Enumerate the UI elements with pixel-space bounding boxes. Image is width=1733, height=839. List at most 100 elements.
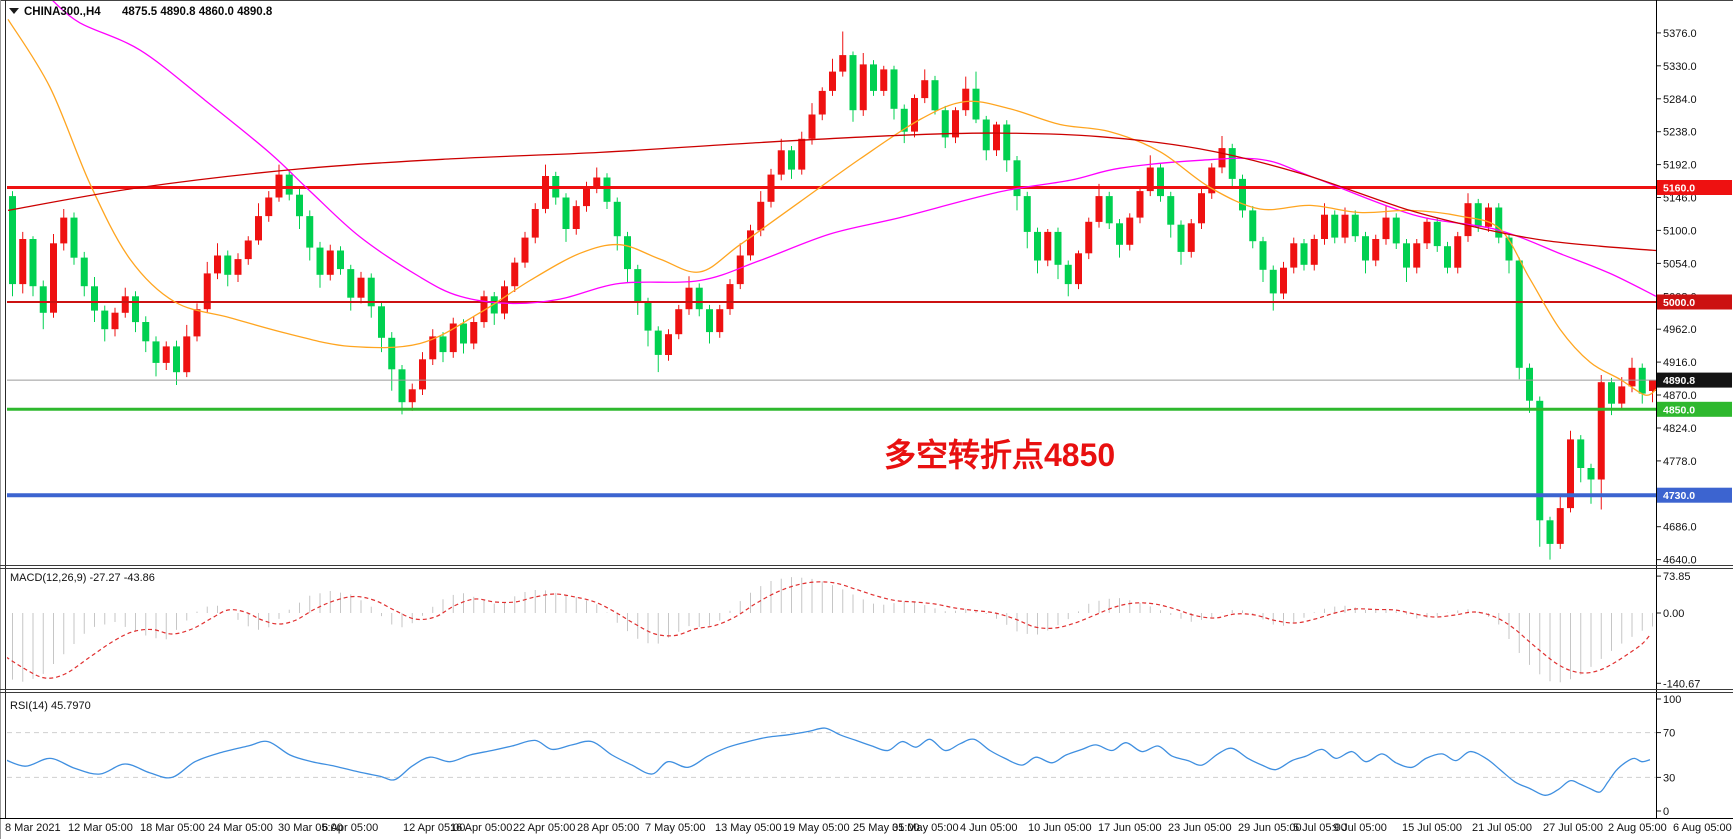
bull-candle xyxy=(1126,217,1134,245)
time-axis-label: 16 Apr 05:00 xyxy=(450,822,512,834)
time-axis-label: 30 Mar 05:00 xyxy=(278,822,343,834)
bear-candle xyxy=(306,216,314,248)
bear-candle xyxy=(1331,214,1339,238)
bear-candle xyxy=(1505,237,1513,261)
bear-candle xyxy=(1536,400,1544,521)
bull-candle xyxy=(583,187,590,207)
price-tick-label: 5330.0 xyxy=(1663,61,1697,73)
rsi-tick-label: 100 xyxy=(1663,694,1681,706)
bull-candle xyxy=(203,273,211,310)
macd-pane-chart[interactable] xyxy=(0,577,1653,683)
bull-candle xyxy=(162,346,170,363)
bear-candle xyxy=(1392,217,1400,244)
price-badge xyxy=(1657,401,1732,417)
bear-candle xyxy=(1239,178,1246,211)
bear-candle xyxy=(931,80,939,111)
bear-candle xyxy=(1608,382,1615,404)
bear-candle xyxy=(624,236,631,270)
bear-candle xyxy=(870,64,877,91)
bear-candle xyxy=(1300,243,1308,265)
time-axis-label: 15 Jul 05:00 xyxy=(1402,822,1462,834)
rsi-pane-chart[interactable] xyxy=(0,727,1656,796)
bull-candle xyxy=(1567,439,1574,509)
price-tick-label: 4916.0 xyxy=(1663,357,1697,369)
time-axis-label: 17 Jun 05:00 xyxy=(1098,822,1162,834)
time-axis-label: 5 Jul 05:00 xyxy=(1293,822,1347,834)
bull-candle xyxy=(1075,253,1082,285)
time-axis-label: 2 Aug 05:00 xyxy=(1608,822,1667,834)
bear-candle xyxy=(941,110,949,138)
time-axis-label: 6 Apr 05:00 xyxy=(322,822,378,834)
bear-candle xyxy=(972,88,980,120)
bear-candle xyxy=(634,269,642,302)
bull-candle xyxy=(60,217,68,244)
bear-candle xyxy=(1054,231,1062,265)
macd-indicator-label: MACD(12,26,9) -27.27 -43.86 xyxy=(10,572,155,584)
bear-candle xyxy=(695,287,703,310)
price-badge-label: 4730.0 xyxy=(1663,490,1695,502)
bull-candle xyxy=(1290,243,1298,268)
rsi-tick-label: 70 xyxy=(1663,728,1675,740)
bear-candle xyxy=(490,296,498,314)
bull-candle xyxy=(777,150,785,175)
bull-candle xyxy=(808,114,816,139)
bull-candle xyxy=(798,138,806,170)
bull-candle xyxy=(193,309,201,337)
price-tick-label: 4870.0 xyxy=(1663,390,1697,402)
bull-candle xyxy=(19,239,27,285)
bull-candle xyxy=(1280,267,1287,294)
bear-candle xyxy=(347,269,355,298)
bear-candle xyxy=(29,239,37,287)
bull-candle xyxy=(880,69,888,91)
bear-candle xyxy=(1116,223,1123,245)
bull-candle xyxy=(1208,167,1216,194)
bear-candle xyxy=(1249,210,1257,242)
bull-candle xyxy=(962,88,970,111)
price-axis-background xyxy=(1657,0,1733,839)
price-badge-label: 5000.0 xyxy=(1663,297,1695,309)
bull-candle xyxy=(1454,236,1462,268)
bull-candle xyxy=(111,312,119,330)
bear-candle xyxy=(603,177,611,202)
bull-candle xyxy=(480,296,488,323)
bear-candle xyxy=(1157,167,1164,197)
bear-candle xyxy=(316,247,324,275)
macd-tick-label: 0.00 xyxy=(1663,608,1684,620)
bear-candle xyxy=(613,201,621,237)
price-tick-label: 5100.0 xyxy=(1663,225,1697,237)
time-axis-label: 23 Jun 05:00 xyxy=(1168,822,1232,834)
bear-candle xyxy=(1167,196,1175,225)
macd-tick-label: 73.85 xyxy=(1663,571,1691,583)
rsi-line xyxy=(7,727,1651,796)
bull-candle xyxy=(736,255,744,285)
symbol-dropdown-icon[interactable] xyxy=(9,8,19,14)
bull-candle xyxy=(326,250,334,275)
bear-candle xyxy=(91,286,98,311)
bull-candle xyxy=(675,309,683,335)
bull-candle xyxy=(214,255,221,274)
price-tick-label: 4686.0 xyxy=(1663,522,1697,534)
time-axis-label: 9 Jul 05:00 xyxy=(1333,822,1387,834)
time-axis-label: 29 Jun 05:00 xyxy=(1238,822,1302,834)
bear-candle xyxy=(644,302,652,331)
price-badge xyxy=(1657,487,1732,503)
macd-tick-label: -140.67 xyxy=(1663,678,1700,690)
bull-candle xyxy=(1187,223,1195,252)
price-axis[interactable]: 5376.0 5330.0 5284.0 5238.0 5192.0 5146.0 5100… xyxy=(1656,0,1733,839)
bear-candle xyxy=(460,323,467,344)
bull-candle xyxy=(572,206,580,229)
bear-candle xyxy=(152,341,160,363)
bear-candle xyxy=(890,69,898,109)
time-axis-label: 7 May 05:00 xyxy=(645,822,706,834)
bull-candle xyxy=(1618,386,1626,404)
time-axis[interactable]: 8 Mar 2021 12 Mar 05:00 18 Mar 05:00 24 Mar… xyxy=(5,822,1732,834)
current-price-badge xyxy=(1657,372,1732,388)
bull-candle xyxy=(1341,214,1349,238)
bear-candle xyxy=(285,174,293,195)
price-tick-label: 5146.0 xyxy=(1663,193,1697,205)
price-pane-chart[interactable] xyxy=(7,0,1656,560)
current-price-badge-label: 4890.8 xyxy=(1663,375,1695,387)
bear-candle xyxy=(1351,214,1359,237)
